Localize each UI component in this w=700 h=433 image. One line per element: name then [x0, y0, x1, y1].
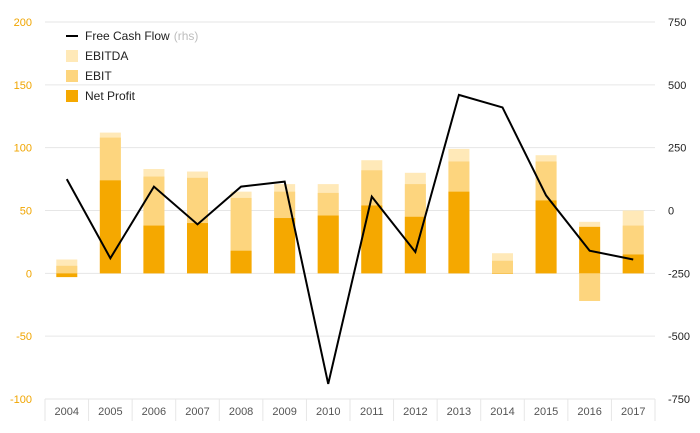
bars	[56, 132, 644, 301]
ebit-bar	[56, 265, 78, 274]
y-right-tick-label: 0	[668, 206, 674, 218]
y-right-tick-label: 250	[668, 143, 686, 155]
net-profit-bar	[535, 200, 557, 274]
y-left-tick-label: 150	[14, 80, 32, 92]
legend: Free Cash Flow (rhs) EBITDA EBIT Net Profit	[66, 29, 198, 103]
legend-label: Net Profit	[85, 89, 136, 103]
y-right-tick-label: 750	[668, 17, 686, 29]
y-left-tick-label: 0	[26, 268, 32, 280]
y-right-tick-label: 500	[668, 80, 686, 92]
x-tick-label: 2007	[185, 406, 209, 418]
net-profit-bar	[187, 223, 208, 274]
x-tick-label: 2011	[360, 406, 384, 418]
y-left-tick-label: -100	[10, 394, 32, 406]
legend-label: EBITDA	[85, 49, 128, 63]
net-profit-bar	[143, 225, 165, 274]
x-tick-label: 2004	[55, 406, 79, 418]
x-tick-label: 2006	[142, 406, 166, 418]
legend-label: EBIT	[85, 69, 112, 83]
net-profit-bar	[317, 215, 339, 274]
x-tick-label: 2012	[403, 406, 427, 418]
y-left-tick-label: 100	[14, 143, 32, 155]
ebit-bar	[579, 273, 601, 301]
net-profit-bar	[274, 218, 296, 274]
x-tick-label: 2014	[490, 406, 514, 418]
net-profit-bar	[492, 273, 513, 274]
x-tick-label: 2010	[316, 406, 340, 418]
legend-suffix: (rhs)	[174, 29, 199, 43]
fcf-line-layer	[65, 93, 634, 385]
y-left-tick-label: 200	[14, 17, 32, 29]
net-profit-bar	[56, 273, 78, 278]
net-profit-bar	[230, 250, 252, 274]
net-profit-bar	[448, 191, 470, 274]
net-profit-bar	[361, 205, 383, 274]
x-tick-label: 2009	[272, 406, 296, 418]
y-left-tick-label: 50	[20, 206, 32, 218]
x-tick-label: 2005	[98, 406, 122, 418]
x-tick-label: 2016	[577, 406, 601, 418]
legend-item-ebitda: EBITDA	[66, 49, 128, 63]
axes: 200150100500-50-1007505002500-250-500-75…	[10, 17, 690, 418]
y-left-tick-label: -50	[16, 331, 32, 343]
x-tick-label: 2017	[621, 406, 645, 418]
legend-box-swatch	[66, 70, 78, 82]
legend-box-swatch	[66, 50, 78, 62]
y-right-tick-label: -500	[668, 331, 690, 343]
legend-item-ebit: EBIT	[66, 69, 112, 83]
y-right-tick-label: -750	[668, 394, 690, 406]
legend-item-net-profit: Net Profit	[66, 89, 136, 103]
legend-item-fcf: Free Cash Flow (rhs)	[66, 29, 198, 43]
legend-box-swatch	[66, 90, 78, 102]
grid-lines	[44, 21, 656, 421]
fcf-line	[65, 93, 634, 385]
x-tick-label: 2015	[534, 406, 558, 418]
x-tick-label: 2008	[229, 406, 253, 418]
legend-label: Free Cash Flow (rhs)	[85, 29, 198, 43]
y-right-tick-label: -250	[668, 268, 690, 280]
x-tick-label: 2013	[447, 406, 471, 418]
ebit-bar	[492, 260, 513, 274]
